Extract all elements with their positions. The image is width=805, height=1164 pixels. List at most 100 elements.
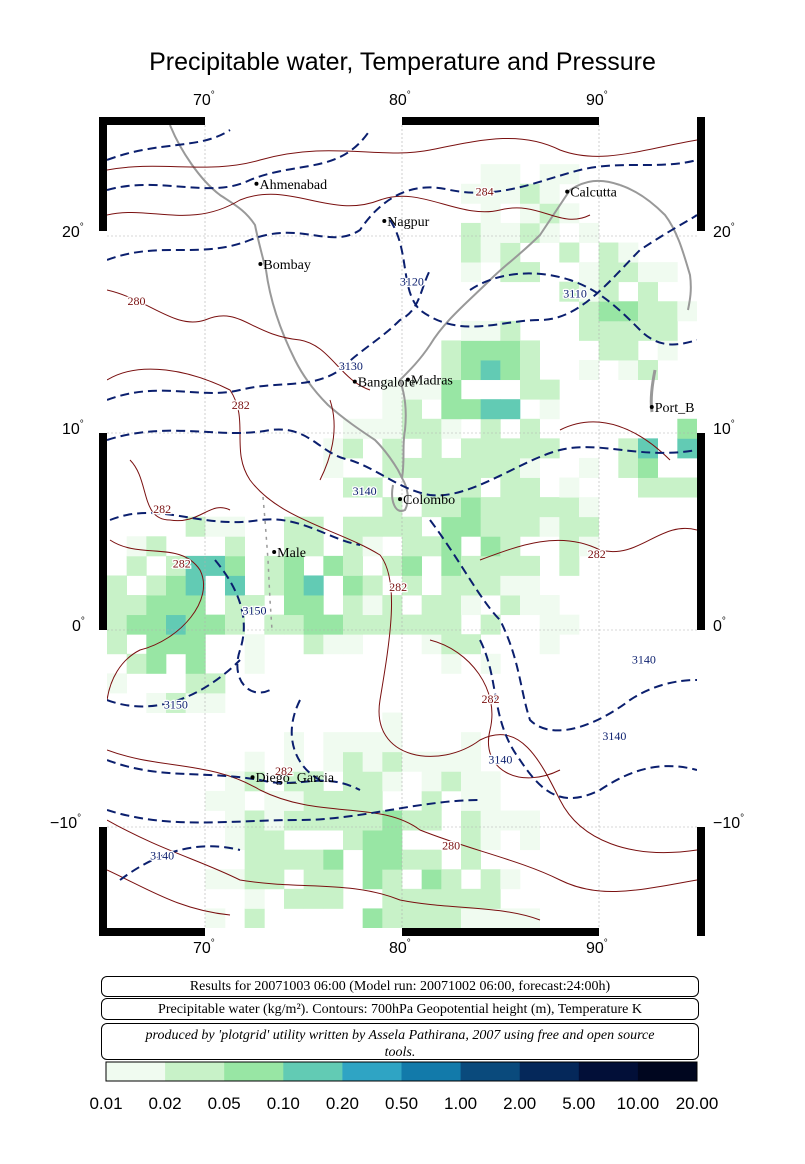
pw-cell <box>362 732 383 753</box>
pw-cell <box>107 595 127 616</box>
lon-tick-bottom-70: 70° <box>193 938 215 957</box>
pw-cell <box>559 536 580 557</box>
contour-label: 3130 <box>339 359 363 373</box>
pw-cell <box>402 418 422 439</box>
pw-cell <box>225 516 245 537</box>
map-title: Precipitable water, Temperature and Pres… <box>149 48 656 76</box>
pw-cell <box>638 438 658 459</box>
pw-cell <box>559 477 580 498</box>
pw-cell <box>539 399 560 420</box>
pw-cell <box>362 830 383 851</box>
pw-cell <box>598 262 619 283</box>
pw-cell <box>441 771 462 792</box>
pw-cell <box>500 164 521 185</box>
pw-cell <box>441 418 462 439</box>
pw-cell <box>657 320 678 341</box>
pw-cell <box>205 555 226 576</box>
pw-cell <box>500 320 521 341</box>
lat-tick-left-minus10: −10° <box>50 813 82 832</box>
colorbar-label: 2.00 <box>503 1094 537 1113</box>
pw-cell <box>225 810 245 831</box>
pw-cell <box>126 555 147 576</box>
pw-cell <box>461 262 481 283</box>
results-box: Results for 20071003 06:00 (Model run: 2… <box>101 976 699 997</box>
pw-cell <box>480 516 501 537</box>
contour-label: 3140 <box>632 653 656 667</box>
contour-label: 3140 <box>150 848 174 862</box>
pw-cell <box>520 203 540 224</box>
pw-cell <box>264 614 285 635</box>
pw-cell <box>343 751 363 772</box>
pw-cell <box>303 595 324 616</box>
pw-cell <box>618 301 639 322</box>
contour-label: 3150 <box>164 698 188 712</box>
pw-cell <box>205 790 226 811</box>
pw-cell <box>441 869 462 890</box>
pw-cell <box>362 516 383 537</box>
pw-cell <box>244 849 265 870</box>
pw-cell <box>618 262 639 283</box>
pw-cell <box>500 457 521 478</box>
colorbar-swatch <box>224 1062 284 1081</box>
pw-cell <box>559 497 580 518</box>
contour-label: 3110 <box>563 286 587 300</box>
pw-cell <box>598 242 619 263</box>
pw-cell <box>343 438 363 459</box>
pw-cell <box>382 849 403 870</box>
pw-cell <box>303 575 324 596</box>
pw-cell <box>185 575 206 596</box>
pw-cell <box>303 849 324 870</box>
pw-cell <box>579 320 599 341</box>
contour-label: 280 <box>442 839 460 853</box>
contour-label: 280 <box>128 294 146 308</box>
contour-label: 3140 <box>602 729 626 743</box>
pw-cell <box>461 183 481 204</box>
colorbar-label: 0.10 <box>266 1094 300 1113</box>
pw-cell <box>480 242 501 263</box>
contour-label: 282 <box>588 547 606 561</box>
lat-tick-left-10: 10° <box>62 419 84 438</box>
pw-cell <box>284 790 304 811</box>
contour-label: 3140 <box>353 484 377 498</box>
pw-cell <box>441 575 462 596</box>
pw-cell <box>343 595 363 616</box>
pw-cell <box>441 457 462 478</box>
pw-cell <box>107 575 127 596</box>
pw-cell <box>480 830 501 851</box>
pw-cell <box>284 751 304 772</box>
pw-cell <box>303 536 324 557</box>
pw-cell <box>166 692 186 713</box>
pw-cell <box>323 790 344 811</box>
pw-cell <box>480 438 501 459</box>
pw-cell <box>264 869 285 890</box>
pw-cell <box>559 164 580 185</box>
pw-cell <box>441 908 462 928</box>
pw-cell <box>303 790 324 811</box>
pw-cell <box>441 399 462 420</box>
pw-cell <box>677 301 697 322</box>
pw-cell <box>225 536 245 557</box>
pw-cell <box>362 614 383 635</box>
pw-cell <box>146 692 167 713</box>
colorbar-swatch <box>106 1062 166 1081</box>
coastline <box>169 125 692 631</box>
colorbar-label: 0.50 <box>384 1094 419 1113</box>
lat-tick-right-minus10: −10° <box>713 813 745 832</box>
pw-cell <box>520 360 540 381</box>
pw-cell <box>107 634 127 655</box>
pw-cell <box>598 320 619 341</box>
pw-cell <box>244 771 265 792</box>
pw-cell <box>480 399 501 420</box>
pw-cell <box>461 555 481 576</box>
pw-cell <box>441 888 462 909</box>
pw-cell <box>303 869 324 890</box>
pw-cell <box>539 438 560 459</box>
pw-cell <box>146 536 167 557</box>
contour-label: 282 <box>482 692 500 706</box>
pw-cell <box>382 497 403 518</box>
pw-cell <box>500 399 521 420</box>
pw-cell <box>500 438 521 459</box>
pw-cell <box>677 477 697 498</box>
pw-cell <box>520 555 540 576</box>
